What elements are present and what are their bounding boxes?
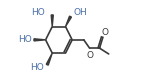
Text: HO: HO: [30, 63, 44, 72]
Text: O: O: [101, 28, 108, 37]
Text: O: O: [87, 51, 93, 60]
Polygon shape: [34, 39, 46, 41]
Text: HO: HO: [18, 35, 32, 44]
Polygon shape: [46, 53, 52, 65]
Text: OH: OH: [73, 8, 87, 17]
Polygon shape: [66, 16, 71, 27]
Text: HO: HO: [31, 8, 45, 17]
Polygon shape: [51, 15, 53, 27]
